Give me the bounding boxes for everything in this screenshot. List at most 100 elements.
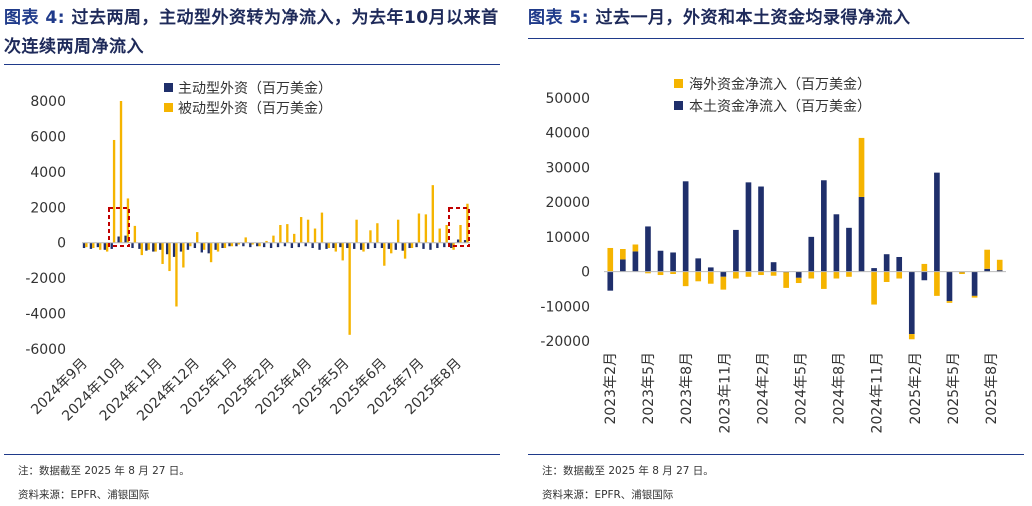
bar xyxy=(339,242,342,248)
bar xyxy=(934,271,940,296)
chart-2: 50000 40000 30000 20000 10000 0 -10000 -20000 20… xyxy=(540,77,1006,433)
bar xyxy=(279,225,282,243)
bar xyxy=(821,271,827,289)
bar xyxy=(871,271,877,305)
bar xyxy=(230,242,234,247)
highlight-box xyxy=(448,207,470,247)
figure-title-text: 过去一月，外资和本土资金均录得净流入 xyxy=(595,8,911,28)
y-tick-label: 30000 xyxy=(545,160,590,176)
bar xyxy=(85,242,88,248)
bar xyxy=(168,242,171,272)
chart-source: 资料来源：EPFR、浦银国际 xyxy=(18,489,150,501)
bar xyxy=(466,203,469,243)
bar xyxy=(297,242,300,248)
bar xyxy=(353,242,356,249)
bar xyxy=(272,235,275,243)
bar xyxy=(770,262,777,272)
figure-label: 图表 5: xyxy=(528,8,590,28)
bar xyxy=(269,242,273,249)
bar xyxy=(695,258,702,272)
bar xyxy=(373,242,377,249)
bar xyxy=(235,242,238,247)
y-tick-label: 10000 xyxy=(545,230,590,246)
bar xyxy=(971,295,978,298)
bar xyxy=(436,242,439,249)
title-divider xyxy=(528,38,1024,39)
y-tick-label: 2000 xyxy=(30,200,66,216)
x-tick-label: 2025年5月 xyxy=(946,352,962,425)
bar xyxy=(286,224,289,243)
x-tick-label: 2025年8月 xyxy=(984,352,1000,425)
chart-note: 注：数据截至 2025 年 8 月 27 日。 xyxy=(18,465,190,477)
bar xyxy=(366,242,370,249)
x-tick-label: 2023年2月 xyxy=(603,352,619,425)
bar xyxy=(632,244,639,252)
bar xyxy=(293,233,296,243)
bar xyxy=(193,242,197,249)
y-tick-label: 0 xyxy=(581,265,590,281)
bar xyxy=(145,242,148,251)
y-tick-label: 6000 xyxy=(30,129,66,145)
bar xyxy=(124,235,127,243)
bar xyxy=(103,242,106,250)
bar xyxy=(896,256,903,272)
bar xyxy=(383,242,386,266)
highlight-box xyxy=(108,207,130,247)
y-tick-label: -4000 xyxy=(25,307,66,323)
chart-panel-2: 图表 5: 过去一月，外资和本土资金均录得净流入 50000 40000 30000… xyxy=(524,0,1032,506)
bar xyxy=(325,242,328,249)
bar xyxy=(645,226,651,272)
y-tick-label: 50000 xyxy=(545,91,590,107)
figure-title: 图表 5: 过去一月，外资和本土资金均录得净流入 xyxy=(528,4,1024,33)
bar xyxy=(795,277,802,284)
bar xyxy=(89,242,93,249)
bar xyxy=(808,271,815,279)
y-tick-label: 4000 xyxy=(30,165,66,181)
x-tick-label: 2023年5月 xyxy=(641,352,657,425)
chart-panel-1: 图表 4: 过去两周，主动型外资转为净流入，为去年10月以来首次连续两周净流入 … xyxy=(0,0,508,506)
bar xyxy=(189,242,192,247)
x-tick-label: 2023年8月 xyxy=(679,352,695,425)
bar xyxy=(424,214,428,243)
x-tick-label: 2024年2月 xyxy=(755,352,771,425)
bar xyxy=(934,172,940,272)
bar xyxy=(883,254,890,272)
bar xyxy=(959,272,965,275)
bar xyxy=(438,228,441,243)
bar xyxy=(871,268,877,272)
bar xyxy=(858,137,865,197)
title-divider xyxy=(4,64,500,65)
bar xyxy=(758,271,764,276)
bar xyxy=(733,229,739,272)
figure-title-text: 过去两周，主动型外资转为净流入，为去年10月以来首次连续两周净流入 xyxy=(4,8,499,57)
chart-note: 注：数据截至 2025 年 8 月 27 日。 xyxy=(542,465,714,477)
bar xyxy=(707,271,714,284)
legend-swatch xyxy=(674,101,683,110)
bar xyxy=(214,242,217,250)
bar xyxy=(758,186,764,272)
bar xyxy=(172,242,176,257)
bar xyxy=(783,272,789,288)
bar xyxy=(390,242,393,254)
bar xyxy=(258,242,261,247)
bar xyxy=(165,242,169,255)
bar xyxy=(311,242,314,249)
bar xyxy=(720,271,727,277)
bar xyxy=(341,242,344,261)
bar xyxy=(119,101,123,243)
bar xyxy=(707,267,714,272)
legend-swatch xyxy=(164,103,173,112)
y-tick-label: 40000 xyxy=(545,126,590,142)
bar xyxy=(346,242,349,249)
legend-label: 本土资金净流入（百万美金） xyxy=(689,99,871,115)
bar xyxy=(833,271,840,279)
bar xyxy=(657,250,664,272)
bar xyxy=(117,236,120,243)
bar xyxy=(415,242,418,248)
bar xyxy=(733,271,739,279)
bar xyxy=(216,242,220,252)
bar xyxy=(921,271,928,281)
x-tick-label: 2024年8月 xyxy=(832,352,848,425)
bar xyxy=(202,242,206,250)
bar xyxy=(946,301,953,303)
